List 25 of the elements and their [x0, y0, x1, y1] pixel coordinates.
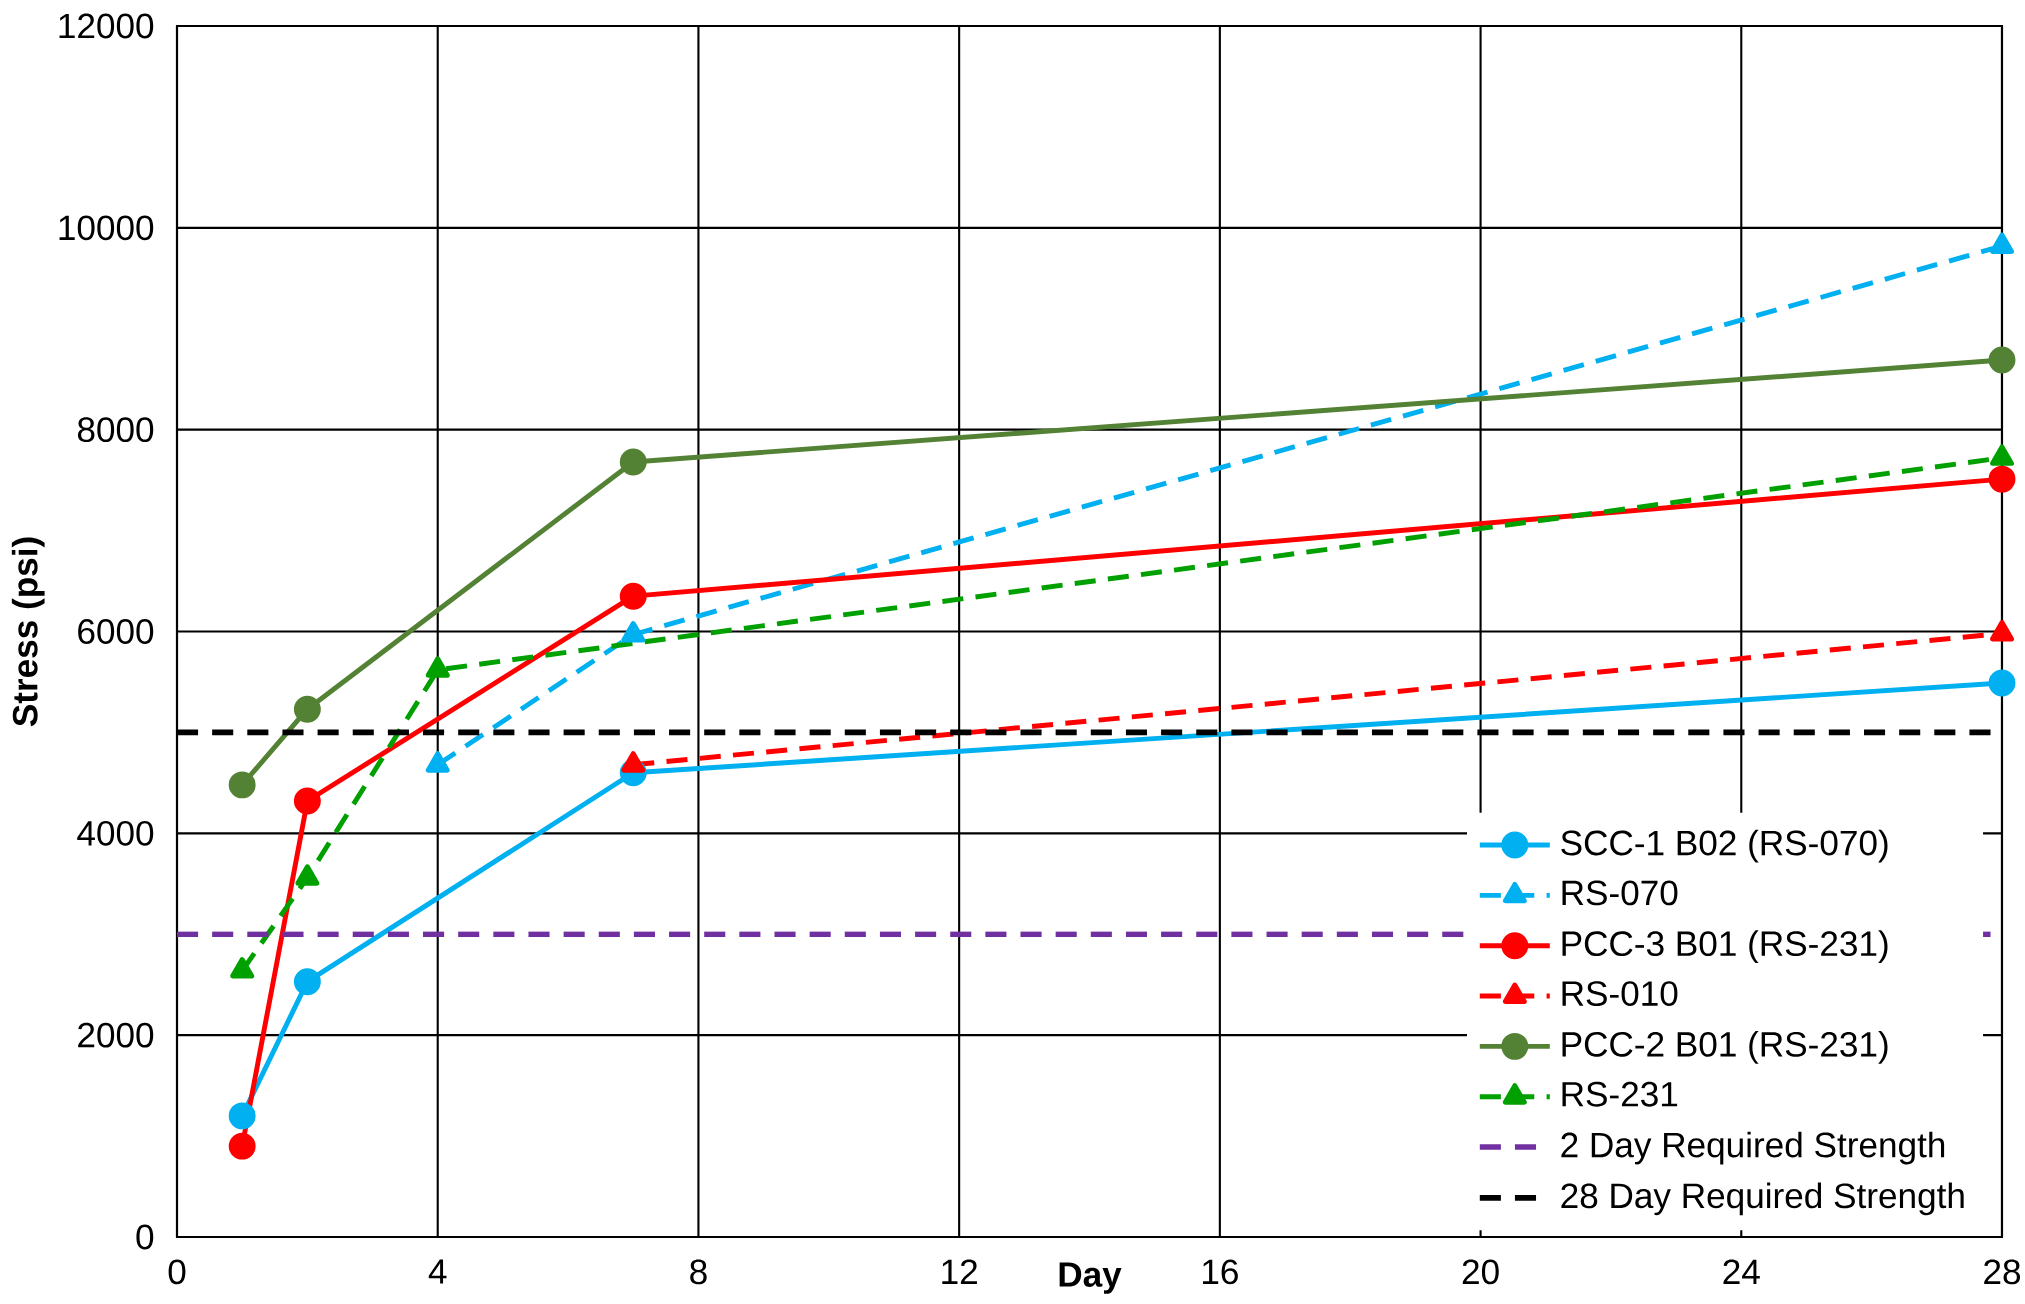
x-tick-label: 20 — [1462, 1259, 1499, 1285]
x-tick-label: 0 — [168, 1259, 186, 1285]
x-tick-label: 12 — [942, 1259, 977, 1284]
x-tick-label: 8 — [690, 1259, 707, 1285]
legend-label: RS-070 — [1562, 880, 1678, 906]
legend-label: PCC-2 B01 (RS-231) — [1562, 1030, 1888, 1064]
legend-label: 2 Day Required Strength — [1561, 1131, 1945, 1165]
y-tick-label: 2000 — [78, 1022, 154, 1048]
x-axis-title: Day — [1059, 1262, 1122, 1294]
legend-label: SCC-1 B02 (RS-070) — [1561, 829, 1888, 863]
legend-label: RS-010 — [1562, 981, 1678, 1006]
x-tick-label: 4 — [428, 1259, 447, 1284]
y-axis-title: Stress (psi) — [11, 537, 45, 727]
y-tick-label: 12000 — [59, 13, 154, 39]
legend-label: 28 Day Required Strength — [1561, 1182, 1964, 1216]
x-tick-label: 24 — [1723, 1259, 1760, 1284]
y-tick-label: 4000 — [77, 820, 154, 846]
y-tick-label: 8000 — [77, 417, 154, 443]
legend-label: RS-231 — [1562, 1081, 1678, 1107]
legend-label: PCC-3 B01 (RS-231) — [1562, 930, 1888, 964]
y-tick-label: 0 — [136, 1224, 154, 1250]
x-tick-label: 28 — [1984, 1259, 2021, 1285]
x-tick-label: 16 — [1203, 1259, 1238, 1285]
y-tick-label: 10000 — [59, 215, 154, 241]
y-tick-label: 6000 — [78, 619, 154, 644]
